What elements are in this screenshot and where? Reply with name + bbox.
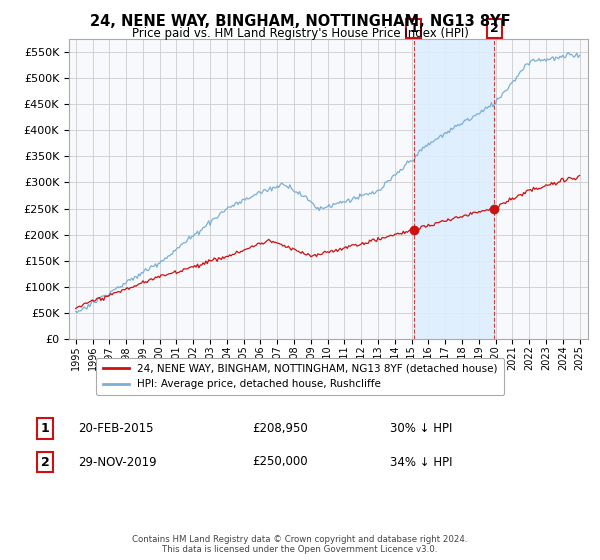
- Text: 2: 2: [41, 455, 49, 469]
- Text: 1: 1: [409, 22, 418, 35]
- Text: 30% ↓ HPI: 30% ↓ HPI: [390, 422, 452, 435]
- Text: 34% ↓ HPI: 34% ↓ HPI: [390, 455, 452, 469]
- Legend: 24, NENE WAY, BINGHAM, NOTTINGHAM, NG13 8YF (detached house), HPI: Average price: 24, NENE WAY, BINGHAM, NOTTINGHAM, NG13 …: [97, 358, 503, 395]
- Text: £208,950: £208,950: [252, 422, 308, 435]
- Text: Price paid vs. HM Land Registry's House Price Index (HPI): Price paid vs. HM Land Registry's House …: [131, 27, 469, 40]
- Text: Contains HM Land Registry data © Crown copyright and database right 2024.
This d: Contains HM Land Registry data © Crown c…: [132, 535, 468, 554]
- Text: £250,000: £250,000: [252, 455, 308, 469]
- Text: 24, NENE WAY, BINGHAM, NOTTINGHAM, NG13 8YF: 24, NENE WAY, BINGHAM, NOTTINGHAM, NG13 …: [89, 14, 511, 29]
- Text: 20-FEB-2015: 20-FEB-2015: [78, 422, 154, 435]
- Bar: [414, 39, 494, 339]
- Text: 29-NOV-2019: 29-NOV-2019: [78, 455, 157, 469]
- Text: 1: 1: [41, 422, 49, 435]
- Text: 2: 2: [490, 22, 499, 35]
